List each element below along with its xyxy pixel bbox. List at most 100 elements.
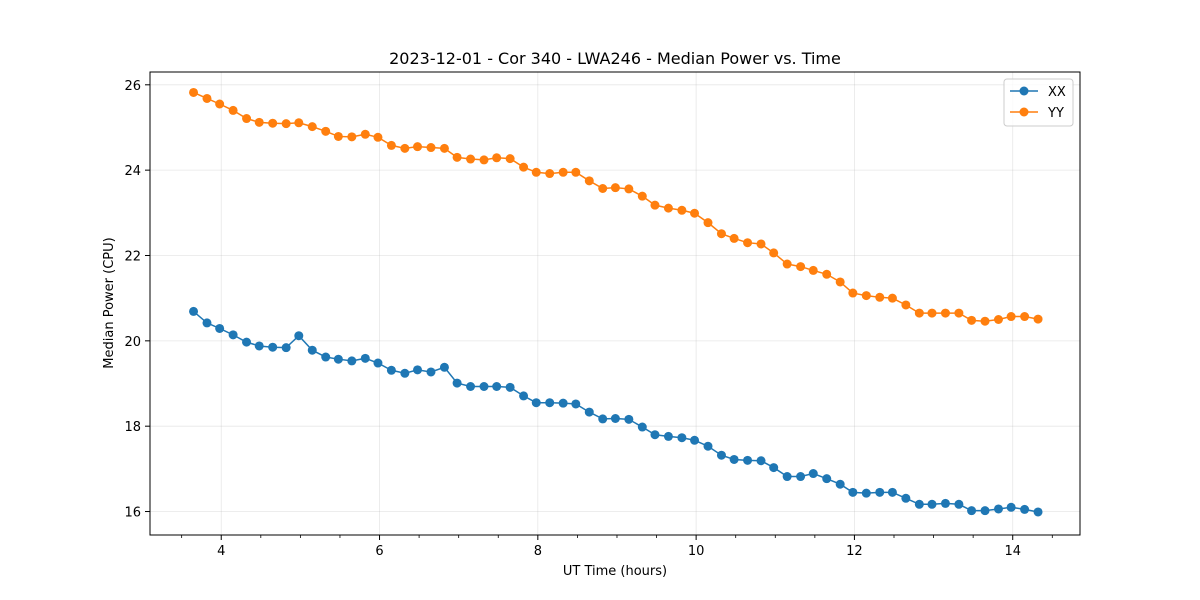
data-point-yy (202, 93, 212, 103)
data-point-xx (848, 487, 858, 497)
data-point-xx (610, 414, 620, 423)
data-point-xx (254, 341, 264, 351)
data-point-xx (400, 368, 410, 378)
data-point-yy (307, 122, 317, 132)
data-point-yy (848, 288, 858, 298)
data-point-xx (769, 463, 779, 473)
legend-marker-xx (1019, 86, 1029, 96)
data-point-yy (254, 117, 264, 127)
x-tick-label: 14 (1004, 544, 1021, 559)
data-point-yy (584, 176, 594, 186)
data-point-yy (756, 239, 766, 249)
data-point-xx (637, 422, 647, 432)
data-point-xx (571, 399, 581, 409)
data-point-yy (598, 184, 608, 193)
data-point-xx (967, 506, 977, 516)
data-point-yy (439, 143, 449, 153)
data-point-xx (333, 354, 343, 364)
data-point-yy (954, 308, 964, 318)
data-point-yy (940, 308, 950, 318)
data-point-yy (1033, 314, 1043, 324)
data-point-xx (861, 488, 871, 498)
x-axis-label: UT Time (hours) (563, 564, 667, 579)
data-point-xx (1020, 504, 1030, 514)
data-point-xx (901, 493, 911, 503)
y-axis: 16 18 20 22 24 26 (124, 79, 150, 521)
data-point-yy (281, 119, 291, 129)
data-point-yy (386, 140, 396, 150)
data-point-yy (189, 87, 199, 97)
data-point-xx (452, 378, 462, 388)
data-point-yy (677, 205, 687, 215)
data-point-xx (505, 382, 515, 392)
data-point-yy (571, 167, 581, 177)
data-point-yy (650, 200, 660, 210)
plot-frame (149, 71, 1081, 536)
data-point-yy (901, 300, 911, 310)
data-point-yy (822, 269, 832, 279)
data-point-yy (452, 152, 462, 162)
data-point-xx (743, 455, 753, 465)
data-point-xx (321, 352, 331, 362)
data-point-xx (690, 435, 700, 445)
data-point-yy (531, 167, 541, 177)
data-point-xx (677, 433, 687, 443)
data-point-yy (558, 167, 568, 177)
data-point-xx (426, 367, 436, 377)
data-point-xx (189, 306, 199, 316)
data-point-yy (624, 184, 634, 194)
data-point-yy (479, 155, 489, 165)
data-point-xx (624, 414, 634, 424)
data-point-xx (531, 398, 541, 408)
data-point-yy (426, 143, 436, 153)
data-point-xx (545, 398, 555, 408)
data-point-yy (321, 126, 331, 136)
data-point-yy (808, 265, 818, 275)
data-point-yy (993, 315, 1003, 324)
data-point-yy (1020, 312, 1030, 322)
data-point-yy (347, 132, 357, 142)
data-point-yy (373, 132, 383, 142)
y-tick-label: 22 (124, 249, 141, 264)
legend-label-xx: XX (1048, 85, 1066, 100)
chart-title: 2023-12-01 - Cor 340 - LWA246 - Median P… (389, 49, 841, 68)
data-point-yy (492, 153, 502, 163)
data-point-xx (215, 323, 225, 333)
data-point-xx (1033, 507, 1043, 517)
data-point-xx (980, 506, 990, 516)
data-point-xx (466, 382, 476, 391)
data-point-yy (242, 114, 252, 124)
data-point-yy (215, 99, 225, 109)
data-point-yy (360, 129, 370, 139)
data-point-xx (439, 362, 449, 372)
data-point-yy (967, 315, 977, 325)
y-tick-label: 24 (124, 164, 141, 179)
data-point-xx (887, 487, 897, 497)
data-point-yy (716, 229, 726, 239)
y-tick-label: 16 (124, 506, 141, 521)
data-point-yy (663, 203, 673, 213)
data-point-xx (927, 499, 937, 509)
legend: XX YY (1003, 78, 1074, 127)
data-point-xx (650, 430, 660, 440)
series-points (189, 87, 1043, 517)
legend-marker-yy (1019, 107, 1029, 117)
data-point-yy (769, 248, 779, 258)
data-point-yy (887, 293, 897, 303)
y-tick-label: 20 (124, 335, 141, 350)
x-tick-label: 10 (688, 544, 705, 559)
data-point-yy (875, 292, 885, 302)
data-point-yy (268, 118, 278, 128)
data-point-xx (703, 441, 713, 451)
data-point-xx (835, 479, 845, 489)
data-point-xx (729, 454, 739, 464)
data-point-xx (202, 318, 212, 328)
data-point-xx (479, 382, 489, 391)
x-axis: 4 6 8 10 12 14 (181, 535, 1053, 559)
x-tick-label: 6 (375, 544, 383, 559)
x-tick-label: 8 (534, 544, 542, 559)
data-point-xx (875, 487, 885, 497)
data-point-xx (954, 499, 964, 509)
data-point-xx (373, 358, 383, 368)
